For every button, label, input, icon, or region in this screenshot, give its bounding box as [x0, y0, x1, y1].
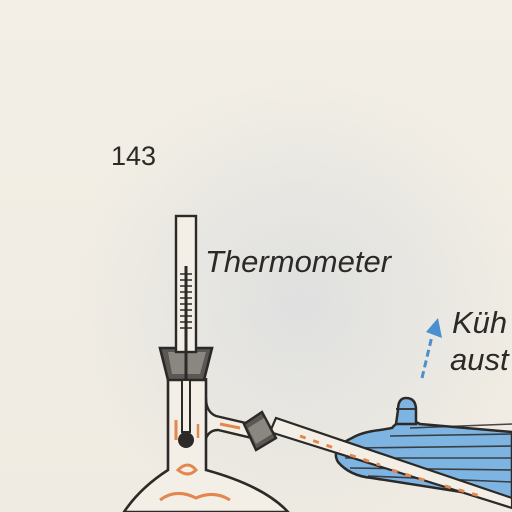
- thermometer-bulb: [178, 432, 194, 448]
- thermometer: [174, 214, 198, 448]
- coolant-out-label-line1: Küh: [452, 305, 508, 340]
- condenser: [334, 396, 512, 502]
- side-arm: [202, 397, 254, 447]
- page-number: 143: [111, 141, 157, 171]
- thermometer-label: Thermometer: [205, 244, 392, 279]
- condenser-inner-tube: [268, 416, 512, 510]
- side-arm-stopper: [242, 410, 278, 452]
- coolant-out-arrow: [420, 318, 442, 379]
- coolant-outlet-nozzle: [394, 396, 418, 426]
- coolant-out-label-line2: aust: [450, 342, 509, 377]
